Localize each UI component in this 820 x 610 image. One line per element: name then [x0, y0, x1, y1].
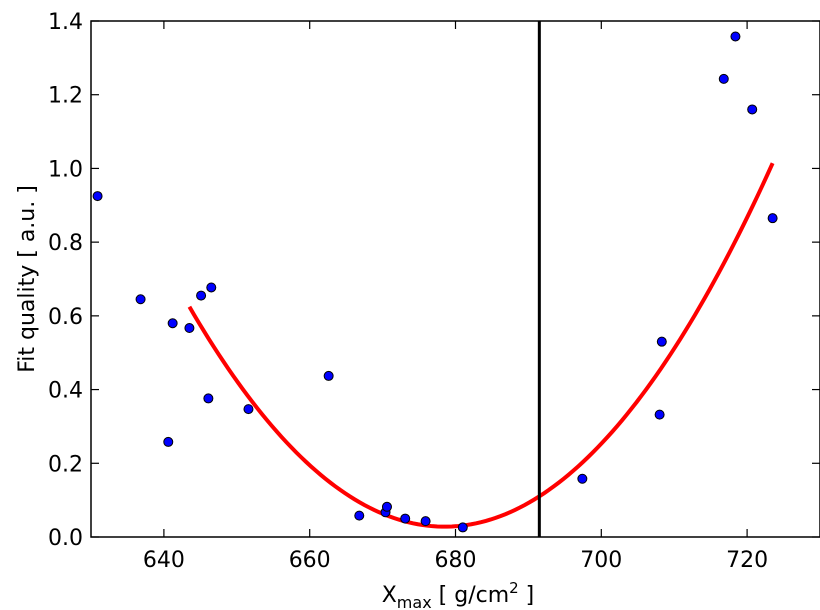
- data-point: [656, 336, 667, 347]
- data-point: [767, 213, 778, 224]
- x-tick-labels: 640 660 680 700 720: [143, 548, 768, 573]
- data-point: [718, 73, 729, 84]
- x-axis-label-unit: [ g/cm: [432, 583, 509, 608]
- y-tick-label: 1.0: [48, 157, 83, 182]
- data-point: [730, 31, 741, 42]
- data-point: [400, 513, 411, 524]
- y-tick-label: 0.4: [48, 379, 83, 404]
- data-point: [184, 323, 195, 334]
- fit-curve: [187, 162, 775, 529]
- data-point: [747, 104, 758, 115]
- y-tick-label: 0.0: [48, 526, 83, 551]
- x-tick-label: 660: [289, 548, 331, 573]
- x-axis-label: Xmax [ g/cm2 ]: [382, 579, 535, 610]
- x-tick-label: 700: [580, 548, 622, 573]
- data-point: [457, 522, 468, 533]
- y-tick-label: 0.8: [48, 231, 83, 256]
- scatter-points: [92, 31, 778, 533]
- y-tick-label: 0.6: [48, 305, 83, 330]
- y-tick-label: 1.2: [48, 84, 83, 109]
- y-axis-label: Fit quality [ a.u. ]: [15, 185, 40, 373]
- x-axis-label-main: X: [382, 583, 397, 608]
- data-point: [577, 473, 588, 484]
- data-point: [92, 191, 103, 202]
- data-point: [654, 409, 665, 420]
- data-point: [163, 436, 174, 447]
- x-tick-label: 720: [726, 548, 768, 573]
- y-tick-labels: 0.0 0.2 0.4 0.6 0.8 1.0 1.2 1.4: [48, 10, 83, 551]
- x-tick-label: 680: [435, 548, 477, 573]
- fit-layer: [187, 162, 775, 529]
- x-axis-label-sub: max: [397, 593, 432, 610]
- data-point: [196, 290, 207, 301]
- data-point: [243, 404, 254, 415]
- data-point: [135, 294, 146, 305]
- ticks-layer: [91, 20, 820, 538]
- data-point: [354, 510, 365, 521]
- data-point: [167, 318, 178, 329]
- y-tick-label: 1.4: [48, 10, 83, 35]
- x-axis-label-sup: 2: [509, 579, 519, 597]
- x-tick-label: 640: [143, 548, 185, 573]
- y-tick-label: 0.2: [48, 452, 83, 477]
- data-point: [381, 501, 392, 512]
- plot-frame: [90, 20, 820, 538]
- data-point: [323, 370, 334, 381]
- data-point: [420, 516, 431, 527]
- data-point: [203, 393, 214, 404]
- x-axis-label-close: ]: [519, 583, 535, 608]
- data-point: [206, 282, 217, 293]
